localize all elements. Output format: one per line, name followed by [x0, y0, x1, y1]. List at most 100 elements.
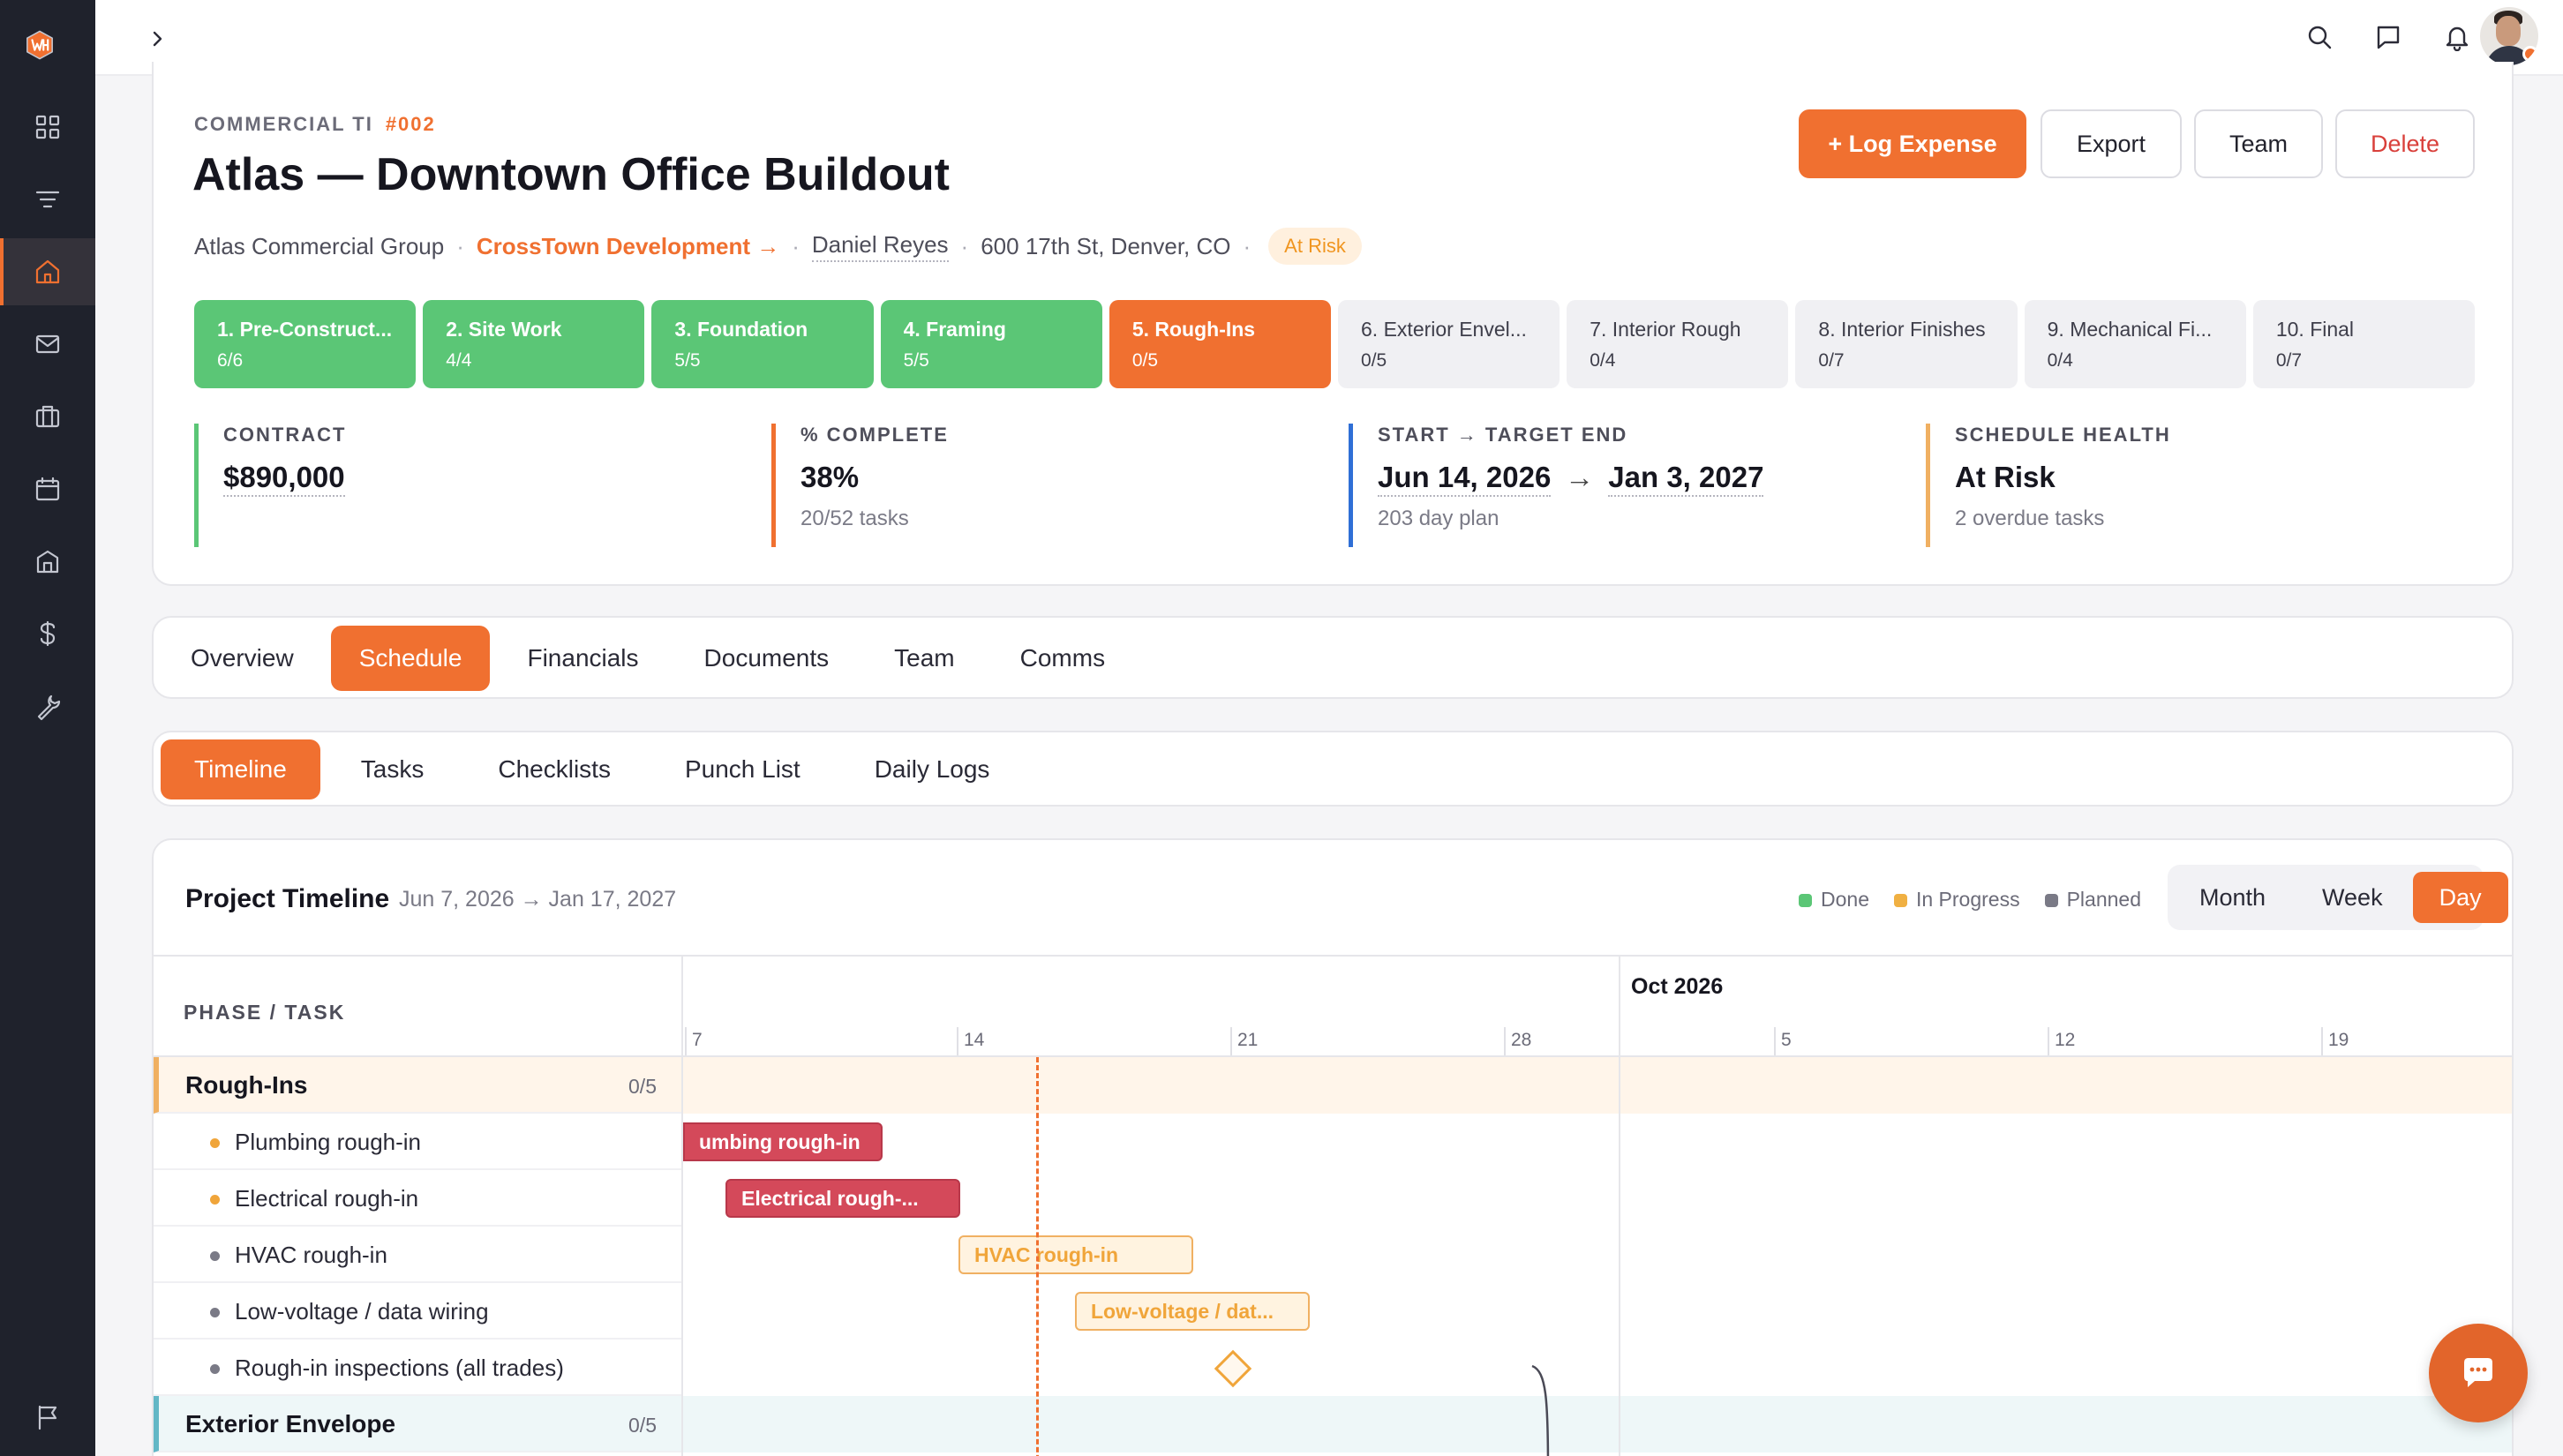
timeline-title: Project Timeline: [185, 884, 390, 913]
stage-exterior-envelope[interactable]: 6. Exterior Envel... 0/5: [1338, 300, 1560, 388]
nav-projects[interactable]: [0, 238, 95, 305]
start-date[interactable]: Jun 14, 2026: [1378, 461, 1552, 497]
meta-separator: ·: [960, 232, 969, 259]
stat-value: $890,000: [223, 461, 346, 497]
nav-reports[interactable]: [0, 1384, 95, 1451]
task-name: Electrical rough-in: [235, 1185, 419, 1212]
wrench-icon: [37, 694, 61, 721]
gantt-bar-low-voltage[interactable]: Low-voltage / dat...: [1075, 1292, 1310, 1331]
tab-schedule[interactable]: Schedule: [330, 626, 491, 691]
chat-support-button[interactable]: [2429, 1324, 2528, 1422]
legend-label: Done: [1821, 888, 1869, 911]
task-row[interactable]: Plumbing rough-in: [154, 1114, 2512, 1170]
legend-done: Done: [1799, 888, 1869, 912]
stage-count: 0/4: [2047, 350, 2073, 371]
delete-button[interactable]: Delete: [2335, 109, 2475, 178]
stage-framing[interactable]: 4. Framing 5/5: [880, 300, 1102, 388]
end-date[interactable]: Jan 3, 2027: [1608, 461, 1764, 497]
subtab-timeline[interactable]: Timeline: [161, 739, 320, 799]
subtab-punch-list[interactable]: Punch List: [684, 755, 800, 783]
nav-inbox[interactable]: [0, 311, 95, 378]
task-name: Rough-in inspections (all trades): [235, 1355, 564, 1381]
nav-dashboard[interactable]: [0, 94, 95, 161]
nav-filters[interactable]: [0, 166, 95, 233]
tab-comms[interactable]: Comms: [1019, 644, 1106, 672]
grid-icon: [35, 115, 60, 139]
phase-row-rough-ins[interactable]: Rough-Ins 0/5: [154, 1057, 2512, 1114]
stage-count: 0/5: [1131, 350, 1159, 371]
project-address: 600 17th St, Denver, CO: [981, 232, 1231, 259]
stat-health: SCHEDULE HEALTH At Risk 2 overdue tasks: [1926, 424, 2171, 547]
status-dot: [210, 1308, 220, 1317]
tab-documents[interactable]: Documents: [703, 644, 830, 672]
nav-properties[interactable]: [0, 528, 95, 595]
gantt-bar-plumbing[interactable]: umbing rough-in: [683, 1122, 883, 1161]
project-stats: CONTRACT $890,000 % COMPLETE 38% 20/52 t…: [194, 424, 2507, 547]
zoom-month[interactable]: Month: [2199, 883, 2266, 911]
task-row[interactable]: HVAC rough-in: [154, 1227, 2512, 1283]
nav-finance[interactable]: [0, 600, 95, 667]
today-line: [1036, 1057, 1039, 1456]
messages-button[interactable]: [2369, 18, 2408, 56]
project-manager[interactable]: Daniel Reyes: [811, 231, 949, 262]
timeline-legend: Done In Progress Planned: [1799, 888, 2141, 912]
nav-tools[interactable]: [0, 672, 95, 739]
stage-site-work[interactable]: 2. Site Work 4/4: [423, 300, 645, 388]
stage-rough-ins[interactable]: 5. Rough-Ins 0/5: [1109, 300, 1332, 388]
stage-interior-finishes[interactable]: 8. Interior Finishes 0/7: [1795, 300, 2018, 388]
stage-final[interactable]: 10. Final 0/7: [2252, 300, 2476, 388]
search-button[interactable]: [2300, 18, 2339, 56]
stat-value: Jun 14, 2026 → Jan 3, 2027: [1378, 461, 1764, 497]
phase-count: 0/5: [628, 1075, 657, 1098]
stage-label: 10. Final: [2275, 318, 2355, 341]
stage-foundation[interactable]: 3. Foundation 5/5: [651, 300, 874, 388]
stage-label: 4. Framing: [903, 318, 1006, 341]
tab-financials[interactable]: Financials: [527, 644, 639, 672]
subtab-checklists[interactable]: Checklists: [498, 755, 611, 783]
subtab-daily-logs[interactable]: Daily Logs: [874, 755, 990, 783]
gantt-bar-electrical[interactable]: Electrical rough-...: [725, 1179, 960, 1218]
notifications-button[interactable]: [2438, 18, 2477, 56]
column-divider: [681, 955, 683, 1456]
user-avatar[interactable]: [2480, 7, 2538, 65]
export-button[interactable]: Export: [2041, 109, 2182, 178]
stat-contract: CONTRACT $890,000: [194, 424, 346, 547]
tab-team[interactable]: Team: [894, 644, 955, 672]
subtab-tasks[interactable]: Tasks: [360, 755, 425, 783]
brand-logo-icon[interactable]: [25, 30, 67, 72]
stage-mechanical-finishes[interactable]: 9. Mechanical Fi... 0/4: [2024, 300, 2246, 388]
stage-pre-construction[interactable]: 1. Pre-Construct... 6/6: [194, 300, 417, 388]
month-label: Oct 2026: [1631, 974, 1724, 999]
legend-label: Planned: [2066, 888, 2142, 911]
schedule-subtabs: Timeline Tasks Checklists Punch List Dai…: [152, 731, 2514, 807]
status-badge: At Risk: [1268, 228, 1362, 265]
stage-interior-rough[interactable]: 7. Interior Rough 0/4: [1567, 300, 1789, 388]
stage-count: 4/4: [446, 350, 472, 371]
task-name: HVAC rough-in: [235, 1242, 387, 1268]
day-tick: 12: [2048, 1027, 2075, 1055]
gantt-bar-hvac[interactable]: HVAC rough-in: [958, 1235, 1193, 1274]
legend-planned: Planned: [2044, 888, 2142, 912]
stage-label: 7. Interior Rough: [1590, 318, 1741, 341]
task-row[interactable]: Electrical rough-in: [154, 1170, 2512, 1227]
legend-label: In Progress: [1915, 888, 2020, 911]
log-expense-button[interactable]: + Log Expense: [1799, 109, 2026, 178]
zoom-week[interactable]: Week: [2322, 883, 2383, 911]
task-row[interactable]: Low-voltage / data wiring: [154, 1283, 2512, 1340]
stat-dates: START → TARGET END Jun 14, 2026 → Jan 3, 2…: [1349, 424, 1764, 547]
status-dot: [210, 1138, 220, 1148]
nav-calendar[interactable]: [0, 455, 95, 522]
expand-sidebar-button[interactable]: [139, 21, 175, 56]
task-row[interactable]: Rough-in inspections (all trades): [154, 1340, 2512, 1396]
tab-overview[interactable]: Overview: [191, 644, 294, 672]
phase-row-exterior-envelope[interactable]: Exterior Envelope 0/5: [154, 1396, 2512, 1452]
client-name: Atlas Commercial Group: [194, 232, 445, 259]
contract-value[interactable]: $890,000: [223, 461, 345, 497]
zoom-day[interactable]: Day: [2412, 872, 2508, 923]
nav-jobs[interactable]: [0, 383, 95, 450]
month-divider: [1619, 955, 1620, 1456]
project-meta: Atlas Commercial Group · CrossTown Devel…: [194, 228, 1362, 265]
stage-label: 6. Exterior Envel...: [1361, 318, 1527, 341]
developer-link[interactable]: CrossTown Development →: [476, 232, 780, 259]
team-button[interactable]: Team: [2194, 109, 2323, 178]
